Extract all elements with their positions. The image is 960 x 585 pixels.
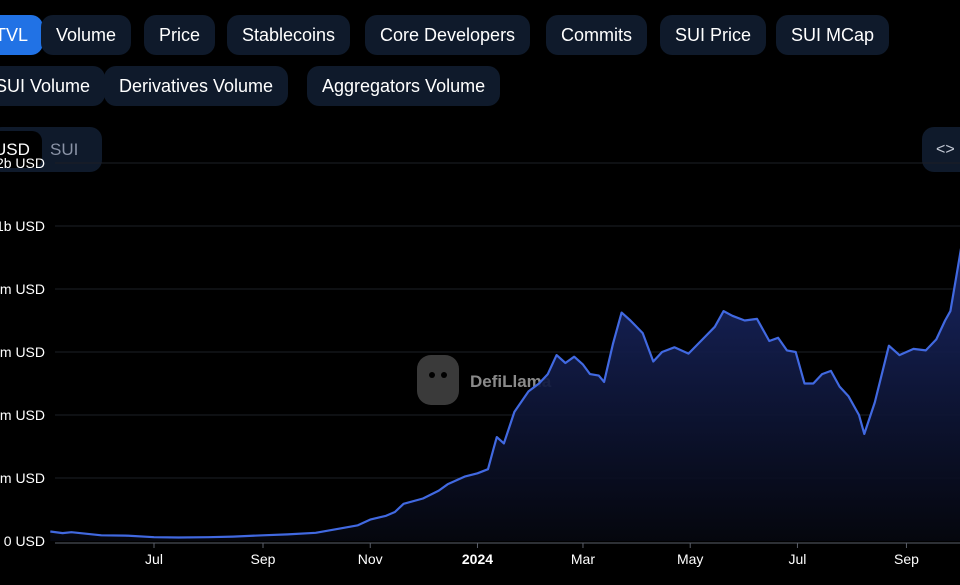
- llama-logo-eye: [429, 372, 435, 378]
- defillama-watermark: DefiLlama: [417, 355, 552, 405]
- denomination-usd-option[interactable]: USD: [0, 131, 42, 168]
- tab-tvl[interactable]: TVL: [0, 15, 44, 55]
- y-tick-label: 600m USD: [0, 344, 45, 360]
- tab-stablecoins[interactable]: Stablecoins: [227, 15, 351, 55]
- embed-code-button[interactable]: <>: [922, 127, 960, 172]
- watermark-text: DefiLlama: [470, 372, 552, 391]
- x-tick-label: Sep: [894, 551, 919, 567]
- tab-sui-mcap[interactable]: SUI MCap: [776, 15, 890, 55]
- tab-sui-volume[interactable]: SUI Volume: [0, 66, 106, 106]
- x-tick-label: 2024: [462, 551, 493, 567]
- y-axis-ticks: 0 USD 200m USD 400m USD 600m USD 800m USD 1b …: [0, 155, 45, 549]
- tab-core-developers[interactable]: Core Developers: [365, 15, 531, 55]
- y-tick-label: 800m USD: [0, 281, 45, 297]
- x-tick-label: Jul: [145, 551, 163, 567]
- x-tick-label: May: [677, 551, 703, 567]
- tab-price[interactable]: Price: [144, 15, 216, 55]
- x-tick-label: Sep: [251, 551, 276, 567]
- x-tick-label: Jul: [788, 551, 806, 567]
- llama-logo-eye: [441, 372, 447, 378]
- tab-commits[interactable]: Commits: [546, 15, 647, 55]
- code-icon: <>: [936, 141, 955, 158]
- tab-volume[interactable]: Volume: [41, 15, 132, 55]
- denomination-toggle: USD SUI: [0, 127, 102, 172]
- tab-sui-price[interactable]: SUI Price: [660, 15, 767, 55]
- y-tick-label: 1b USD: [0, 218, 45, 234]
- tab-derivatives-volume[interactable]: Derivatives Volume: [104, 66, 289, 106]
- llama-logo-icon: [417, 355, 459, 405]
- tab-aggregators-volume[interactable]: Aggregators Volume: [307, 66, 501, 106]
- tvl-series-line: [50, 248, 960, 539]
- y-tick-label: 0 USD: [4, 533, 45, 549]
- x-tick-label: Nov: [358, 551, 383, 567]
- y-tick-label: 200m USD: [0, 470, 45, 486]
- x-axis-ticks: Jul Sep Nov 2024 Mar May Jul Sep: [145, 543, 919, 567]
- tvl-area-fill: [50, 254, 960, 541]
- x-tick-label: Mar: [571, 551, 595, 567]
- y-tick-label: 400m USD: [0, 407, 45, 423]
- denomination-sui-option[interactable]: SUI: [50, 140, 79, 159]
- y-tick-label: 1.2b USD: [0, 155, 45, 171]
